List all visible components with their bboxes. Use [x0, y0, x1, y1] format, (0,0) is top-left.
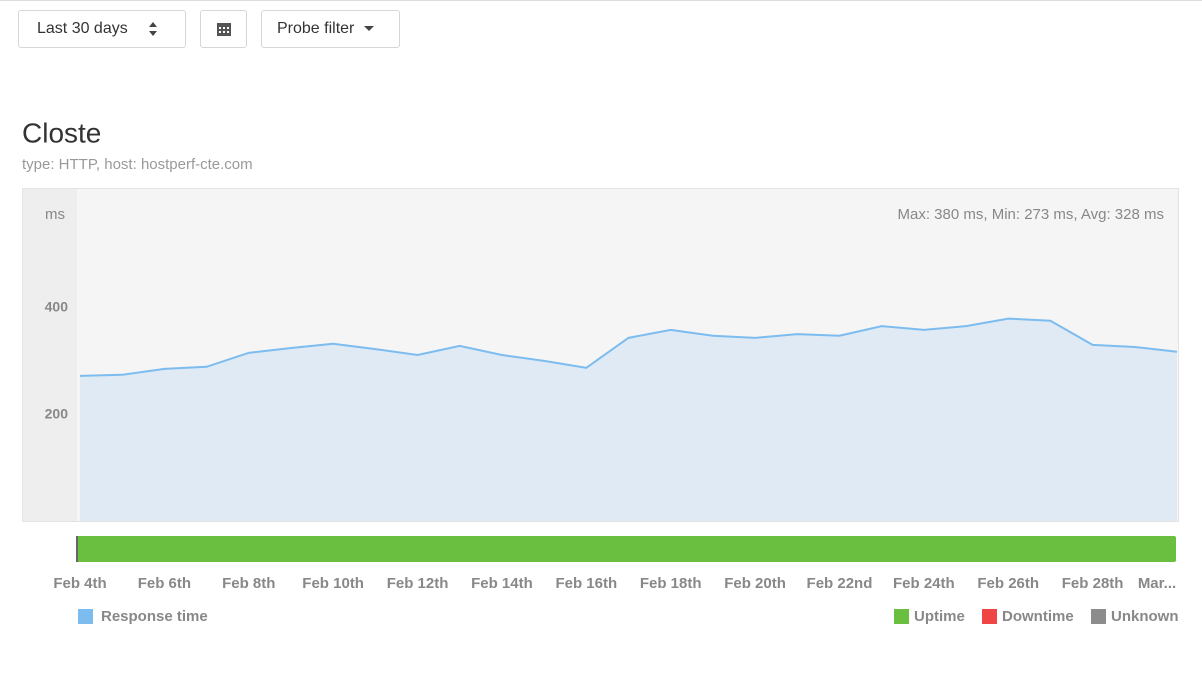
calendar-icon	[216, 22, 231, 36]
x-tick-label: Feb 8th	[222, 575, 275, 592]
chart-title: Closte	[22, 117, 101, 148]
y-axis-unit: ms	[45, 206, 65, 223]
x-tick-label: Feb 12th	[387, 575, 449, 592]
status-legend-label: Uptime	[914, 608, 965, 625]
x-tick-label: Feb 6th	[138, 575, 191, 592]
x-tick-label: Feb 20th	[724, 575, 786, 592]
chart-subtitle: type: HTTP, host: hostperf-cte.com	[22, 156, 253, 173]
uptime-bar	[76, 536, 1176, 562]
x-tick-label: Feb 16th	[555, 575, 617, 592]
x-tick-label: Feb 10th	[302, 575, 364, 592]
y-tick-label: 400	[45, 299, 69, 315]
stats: Max: 380 ms, Min: 273 ms, Avg: 328 ms	[898, 206, 1165, 223]
chart: Closte type: HTTP, host: hostperf-cte.co…	[22, 117, 1179, 625]
x-tick-label: Feb 28th	[1062, 575, 1124, 592]
probe-filter-label: Probe filter	[277, 20, 355, 37]
calendar-button[interactable]	[200, 10, 247, 48]
caret-icon	[364, 26, 375, 31]
status-legend-label: Unknown	[1111, 608, 1179, 625]
x-tick-label: Feb 4th	[53, 575, 106, 592]
x-tick-label: Feb 24th	[893, 575, 955, 592]
x-tick-label: Feb 26th	[977, 575, 1039, 592]
y-axis-strip	[23, 189, 77, 521]
sort-icon	[148, 22, 157, 36]
y-tick-label: 200	[45, 406, 69, 422]
x-tick-label: Feb 18th	[640, 575, 702, 592]
status-legend-label: Downtime	[1002, 608, 1074, 625]
uptime-bar-edge	[76, 536, 78, 562]
page: Last 30 days Probe filter Closte type: H…	[0, 0, 1202, 625]
probe-filter-button[interactable]: Probe filter	[261, 10, 400, 48]
range-button[interactable]: Last 30 days	[18, 10, 186, 48]
area-fill	[80, 318, 1177, 521]
range-button-label: Last 30 days	[37, 20, 128, 37]
legend-label: Response time	[101, 608, 208, 625]
x-tick-label: Feb 22nd	[807, 575, 873, 592]
x-tick-label: Feb 14th	[471, 575, 533, 592]
x-tick-label: Mar...	[1138, 575, 1176, 592]
area-line	[79, 317, 1178, 377]
